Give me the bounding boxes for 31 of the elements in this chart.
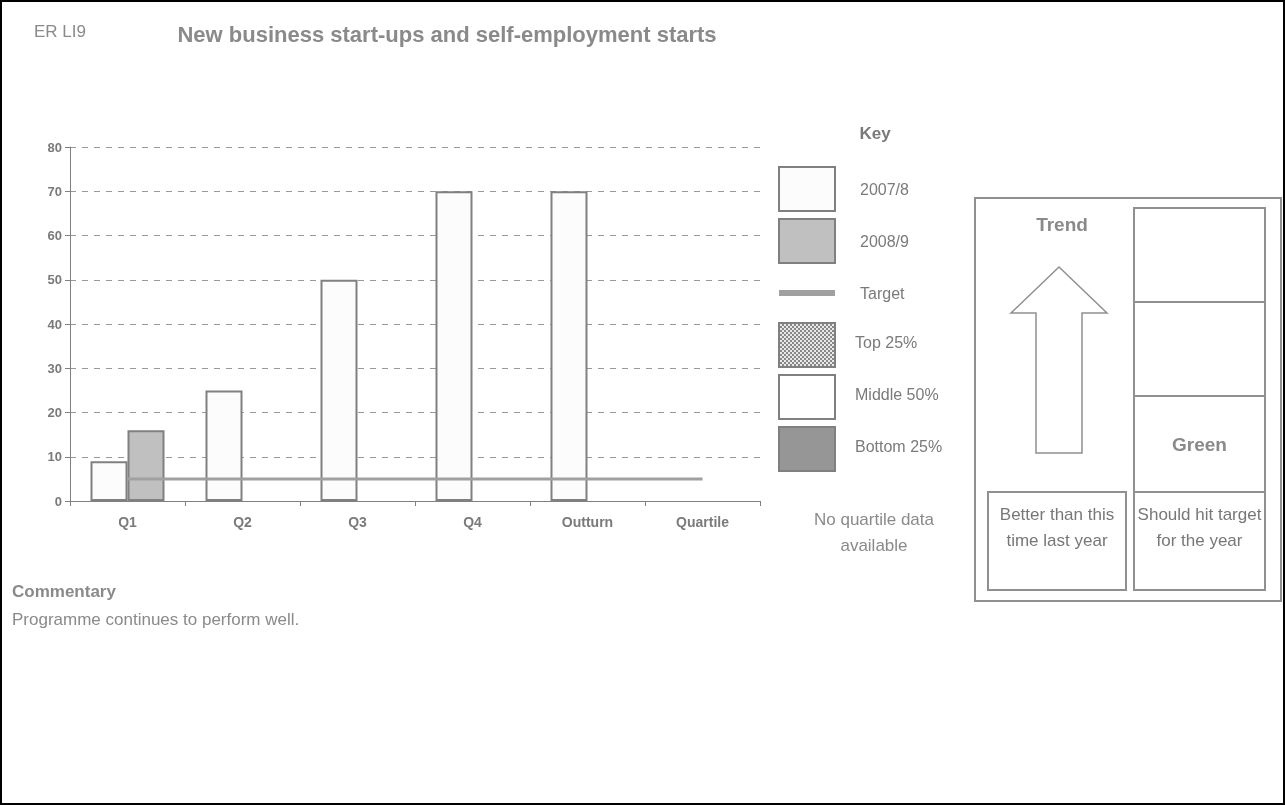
text: Bottom 25% [855,438,943,456]
legend-label: Target [860,284,906,302]
y-tick-label: 50 [47,272,62,288]
text: Green [1171,434,1228,456]
text: Programme continues to perform well. [12,610,300,630]
y-tick-label: 0 [54,493,62,509]
text: No quartile data available [813,509,935,557]
x-tick-label: Q4 [463,514,483,530]
x-tick-label: Q2 [233,514,253,530]
text: Better than this time last year [998,504,1116,552]
x-tick-label: Q3 [348,514,368,530]
x-tick-label: Q1 [118,514,138,530]
chart-title: New business start-ups and self-employment starts [177,21,717,47]
text: 2008/9 [860,232,910,250]
text: 2007/8 [860,180,910,198]
text: ER LI9 [34,22,86,42]
legend-title: Key [859,124,892,143]
y-tick-label: 70 [47,183,62,199]
text: Middle 50% [855,386,939,404]
y-tick-label: 40 [47,316,62,332]
text: Top 25% [855,334,918,352]
text: Commentary [12,582,116,602]
y-tick-label: 80 [47,139,62,155]
y-tick-label: 10 [47,449,62,465]
y-tick-label: 30 [47,360,62,376]
text: Trend [1035,214,1089,236]
y-tick-label: 60 [47,228,62,243]
text: Should hit target for the year [1136,504,1263,552]
x-tick-label: Quartile [676,514,730,530]
y-tick-label: 20 [47,405,62,420]
x-tick-label: Outturn [561,514,614,530]
